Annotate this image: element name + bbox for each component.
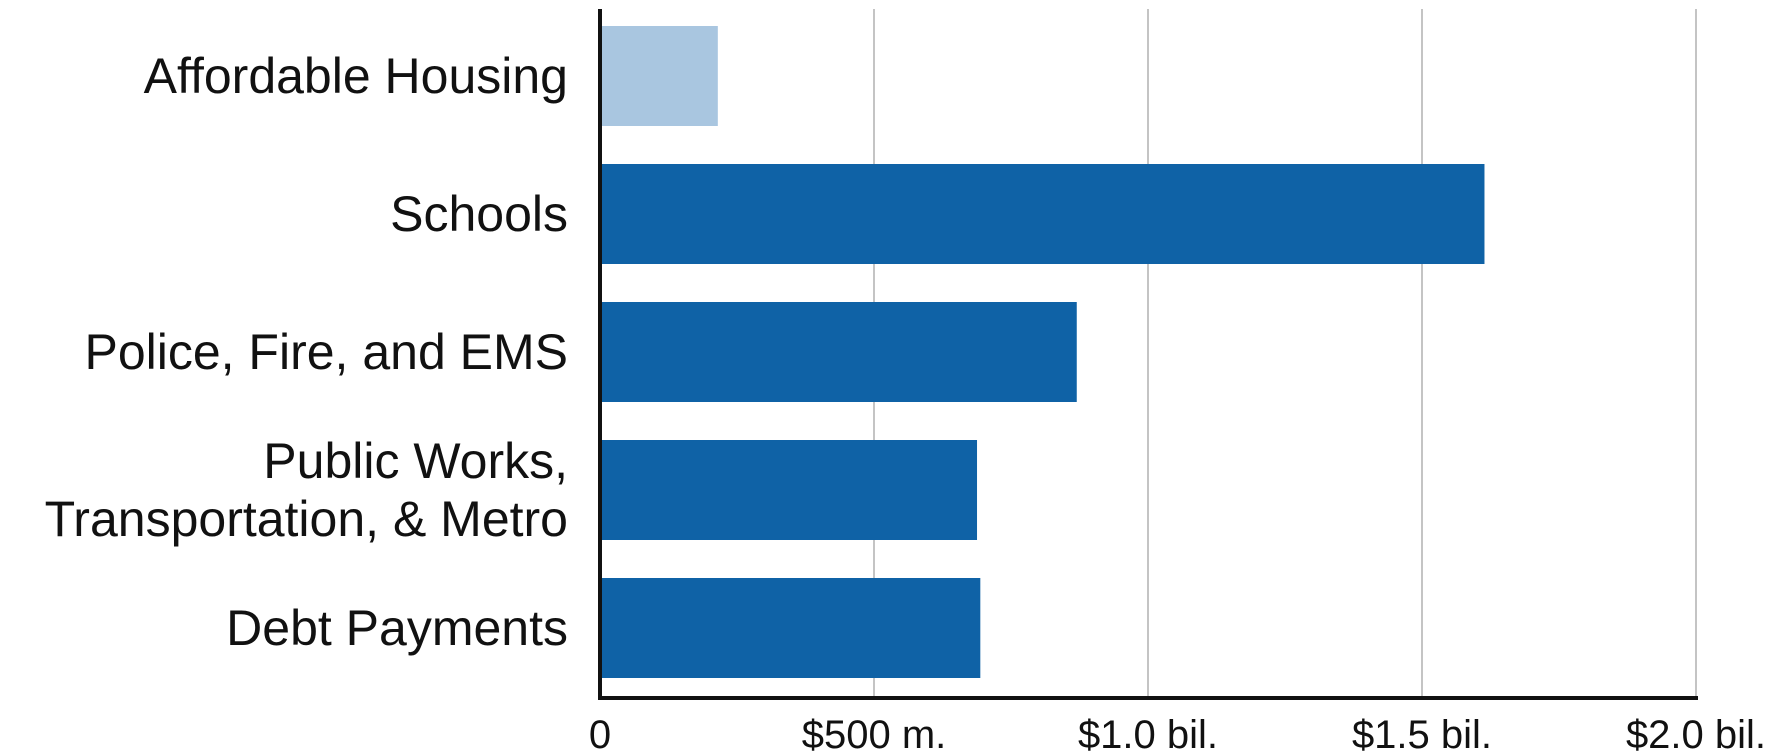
bar xyxy=(600,26,718,126)
y-tick-label: Schools xyxy=(390,186,568,242)
bar xyxy=(600,578,981,678)
bar xyxy=(600,440,978,540)
y-tick-label: Affordable Housing xyxy=(143,48,568,104)
x-tick-label: 0 xyxy=(589,713,611,753)
x-tick-label: $2.0 bil. xyxy=(1626,713,1766,753)
y-tick-label: Public Works, Transportation, & Metro xyxy=(44,433,568,547)
bar xyxy=(600,302,1077,402)
y-tick-label: Police, Fire, and EMS xyxy=(84,324,568,380)
x-tick-label: $1.5 bil. xyxy=(1352,713,1492,753)
x-tick-label: $1.0 bil. xyxy=(1078,713,1218,753)
x-tick-label: $500 m. xyxy=(802,713,947,753)
bar xyxy=(600,164,1485,264)
y-tick-label: Debt Payments xyxy=(226,600,568,656)
